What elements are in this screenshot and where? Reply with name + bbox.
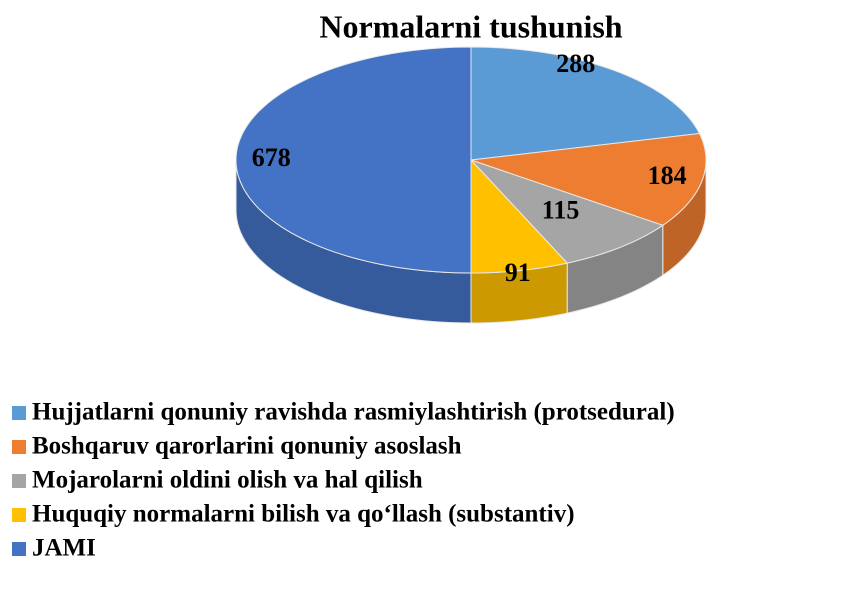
slice xyxy=(235,46,472,274)
legend-label: JAMI xyxy=(32,535,96,562)
slice xyxy=(470,133,707,226)
legend-swatch xyxy=(12,542,26,556)
legend-label: Hujjatlarni qonuniy ravishda rasmiylasht… xyxy=(32,399,675,426)
slice xyxy=(470,158,569,274)
legend-label: Boshqaruv qarorlarini qonuniy asoslash xyxy=(32,433,462,460)
legend-swatch xyxy=(12,474,26,488)
data-label: 184 xyxy=(648,161,687,190)
legend-label: Huquqiy normalarni bilish va qo‘llash (s… xyxy=(32,501,575,528)
legend-swatch xyxy=(12,406,26,420)
chart-title: Normalarni tushunish xyxy=(319,8,622,44)
slice xyxy=(470,46,701,161)
legend-label: Mojarolarni oldini olish va hal qilish xyxy=(32,467,423,494)
slice xyxy=(470,159,664,264)
data-label: 115 xyxy=(542,195,580,224)
data-label: 91 xyxy=(505,258,531,287)
data-label: 678 xyxy=(252,143,291,172)
legend-swatch xyxy=(12,440,26,454)
legend-swatch xyxy=(12,508,26,522)
data-label: 288 xyxy=(556,49,595,78)
